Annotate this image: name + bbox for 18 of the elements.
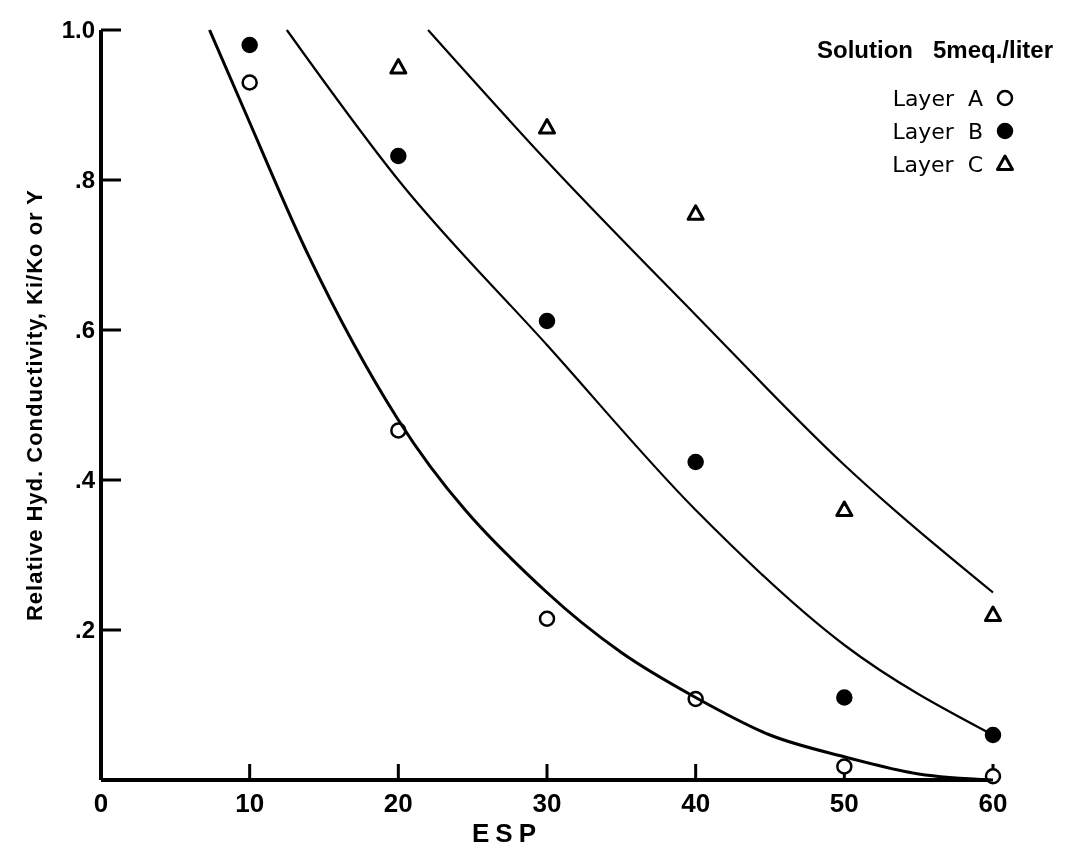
- legend-label: Layer A: [892, 85, 983, 111]
- y-tick-label: 1.0: [61, 16, 95, 44]
- x-tick-label: 40: [681, 788, 711, 818]
- x-tick-label: 20: [383, 788, 413, 818]
- x-axis-title: ESP: [471, 818, 543, 848]
- y-axis-title: Relative Hyd. Conductivity, Ki/Ko or Y: [22, 188, 47, 622]
- legend-label: Layer B: [892, 118, 983, 144]
- legend-title: Solution 5meq./liter: [816, 36, 1053, 63]
- y-tick-label: .4: [74, 466, 96, 494]
- legend-label: Layer C: [892, 151, 983, 177]
- y-tick-label: .6: [74, 316, 95, 344]
- x-tick-label: 30: [532, 788, 562, 818]
- x-tick-label: 0: [93, 788, 109, 818]
- x-tick-label: 10: [235, 788, 265, 818]
- x-tick-label: 60: [978, 788, 1008, 818]
- y-tick-label: .2: [74, 616, 95, 644]
- y-tick-label: .8: [74, 166, 95, 194]
- x-tick-label: 50: [829, 788, 859, 818]
